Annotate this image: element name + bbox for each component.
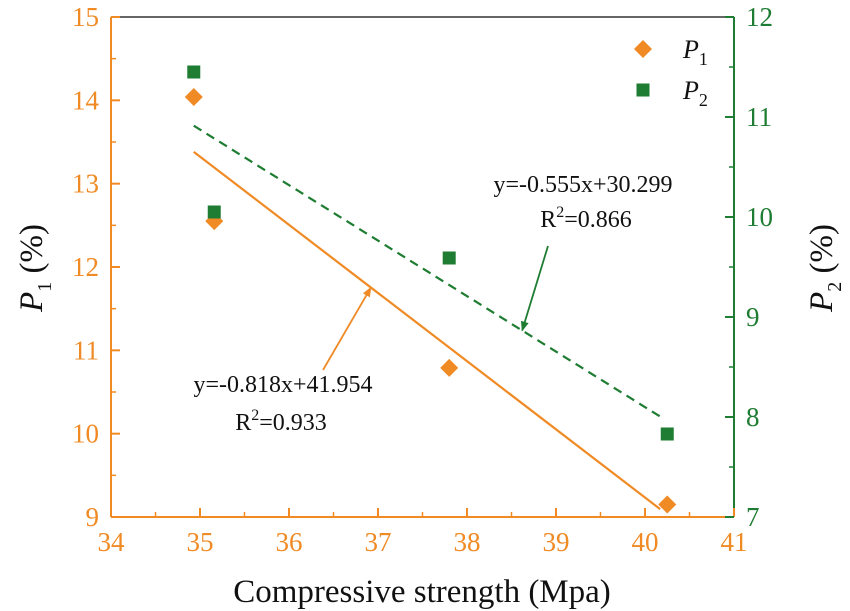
fit-equation-2: y=-0.555x+30.299 <box>493 172 672 198</box>
legend-label-main: P <box>682 35 699 64</box>
fit-r2-prefix-1: R <box>235 410 251 436</box>
fit-r2-sup-1: 2 <box>251 407 259 424</box>
y-axis-right-title-main: P <box>804 292 840 313</box>
legend-marker-p1 <box>634 40 652 58</box>
x-tick-label: 41 <box>721 527 748 557</box>
x-tick-label: 37 <box>365 527 392 557</box>
legend-marker-p2 <box>636 83 650 97</box>
y-left-tick-label: 12 <box>72 252 99 282</box>
fit-r2-sup-2: 2 <box>556 204 564 221</box>
x-tick-label: 35 <box>187 527 214 557</box>
data-point-p2 <box>187 65 201 79</box>
y-right-tick-label: 10 <box>746 202 773 232</box>
y-axis-left-title-sub: 1 <box>34 282 56 292</box>
y-left-tick-label: 14 <box>72 85 100 115</box>
y-right-tick-label: 7 <box>746 502 760 532</box>
y-axis-left-title-unit: (%) <box>14 224 50 282</box>
x-tick-label: 39 <box>543 527 570 557</box>
x-axis-title: Compressive strength (Mpa) <box>233 574 611 610</box>
fit-r2-value-1: =0.933 <box>259 410 327 436</box>
x-tick-label: 36 <box>276 527 303 557</box>
x-tick-label: 34 <box>98 527 126 557</box>
y-left-tick-label: 9 <box>86 502 100 532</box>
fit-equation-1: y=-0.818x+41.954 <box>193 372 372 398</box>
data-point-p2 <box>660 427 674 441</box>
legend-label-sub: 2 <box>699 90 708 110</box>
y-left-tick-label: 15 <box>72 2 99 32</box>
y-right-tick-label: 12 <box>746 2 773 32</box>
fit-r2-value-2: =0.866 <box>564 207 632 233</box>
y-left-tick-label: 10 <box>72 419 99 449</box>
legend-label-p2: P2 <box>682 76 708 110</box>
y-left-tick-label: 11 <box>73 335 99 365</box>
annotation-arrow-1 <box>322 286 372 371</box>
y-right-tick-label: 9 <box>746 302 760 332</box>
x-tick-label: 40 <box>632 527 659 557</box>
annotation-arrow-2 <box>520 245 549 332</box>
fit-line-1 <box>193 151 661 510</box>
legend-label-sub: 1 <box>699 49 708 69</box>
data-point-p1 <box>658 495 677 514</box>
fit-r2-prefix-2: R <box>540 207 556 233</box>
data-point-p2 <box>207 205 221 219</box>
data-point-p1 <box>440 358 459 377</box>
legend-label-p1: P1 <box>682 35 708 69</box>
y-axis-right-title-unit: (%) <box>804 224 840 282</box>
fit-line-2 <box>193 124 661 418</box>
y-axis-left-title: P1 (%) <box>14 224 56 313</box>
legend-label-main: P <box>682 76 699 105</box>
data-point-p1 <box>184 88 203 106</box>
y-axis-left-title-main: P <box>14 292 50 313</box>
y-left-tick-label: 13 <box>72 169 99 199</box>
y-right-tick-label: 11 <box>746 102 772 132</box>
y-axis-right-title-sub: 2 <box>824 282 846 292</box>
x-tick-label: 38 <box>454 527 481 557</box>
fit-r2-1: R2=0.933 <box>235 407 327 436</box>
fit-r2-2: R2=0.866 <box>540 204 632 233</box>
y-right-tick-label: 8 <box>746 402 760 432</box>
y-axis-right-title: P2 (%) <box>804 224 846 313</box>
data-point-p2 <box>442 251 456 265</box>
